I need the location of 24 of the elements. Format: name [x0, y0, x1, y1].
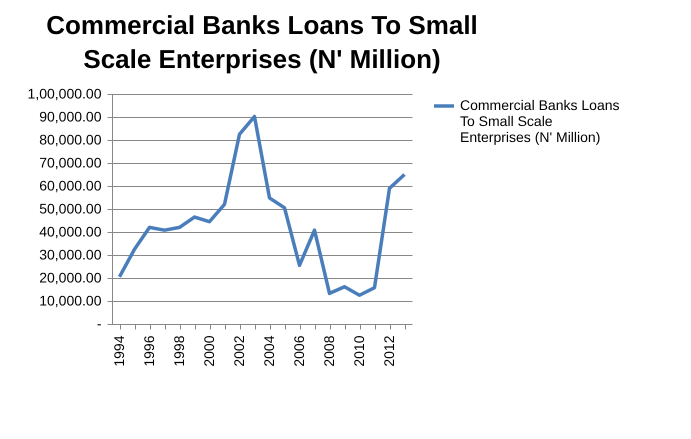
y-tick-label: 70,000.00 — [39, 154, 102, 170]
x-tick-label: 1996 — [141, 335, 157, 367]
legend-label: Commercial Banks Loans To Small Scale Enterprises (N' Million) — [460, 97, 620, 145]
x-tick-label: 1998 — [171, 335, 187, 367]
x-tick-label: 2008 — [321, 335, 337, 367]
x-tick-label: 2012 — [381, 335, 397, 367]
y-tick-label: - — [96, 316, 102, 332]
x-tick-label: 2004 — [261, 335, 277, 367]
y-tick-label: 30,000.00 — [39, 246, 102, 262]
line-series — [118, 114, 406, 297]
x-tick-label: 2006 — [291, 335, 307, 367]
y-tick-label: 80,000.00 — [39, 132, 102, 148]
y-tick-label: 50,000.00 — [39, 200, 102, 216]
x-tick-label: 2010 — [351, 335, 367, 367]
x-tick-label: 2000 — [201, 335, 217, 367]
y-tick-label: 60,000.00 — [39, 178, 102, 194]
x-tick-label: 2002 — [231, 335, 247, 367]
y-tick-label: 1,00,000.00 — [28, 86, 102, 102]
x-tick-label: 1994 — [111, 335, 127, 367]
y-tick-label: 40,000.00 — [39, 224, 102, 240]
y-tick-label: 20,000.00 — [39, 270, 102, 286]
y-tick-label: 10,000.00 — [39, 292, 102, 308]
chart-title: Commercial Banks Loans To Small Scale Enterprises (N' Million) — [46, 10, 478, 74]
y-tick-label: 90,000.00 — [39, 108, 102, 124]
